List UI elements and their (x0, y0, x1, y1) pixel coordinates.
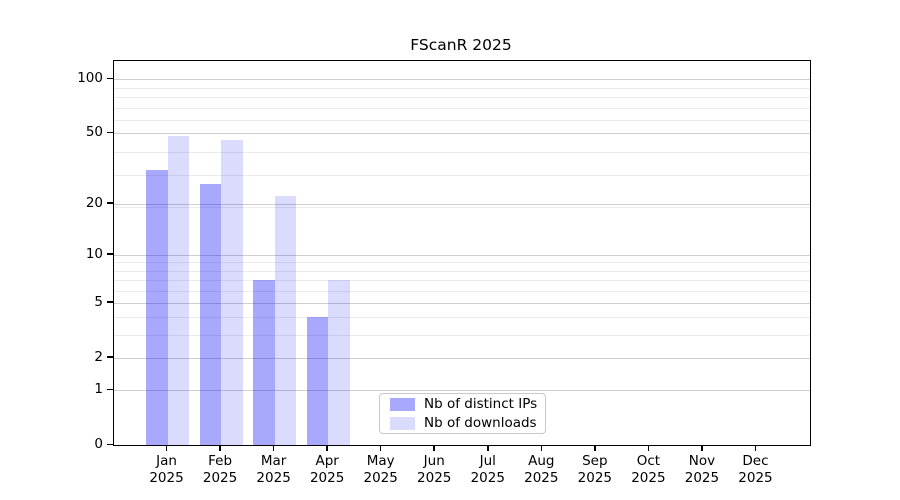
y-gridline-minor (114, 175, 810, 177)
x-tick-mark (165, 445, 168, 451)
x-tick-label: Nov 2025 (684, 453, 720, 486)
y-tick-label: 20 (85, 194, 103, 211)
legend-swatch-downloads (390, 416, 415, 430)
legend: Nb of distinct IPs Nb of downloads (379, 393, 546, 434)
x-tick-label: Dec 2025 (738, 453, 773, 486)
x-tick-mark (433, 445, 435, 451)
x-tick-mark (379, 445, 382, 451)
bar-distinct-ips (306, 317, 329, 445)
y-gridline-minor (114, 317, 810, 319)
y-gridline-major (114, 254, 810, 256)
plot-area: Nb of distinct IPs Nb of downloads (113, 60, 811, 446)
y-gridline-minor (114, 262, 810, 264)
x-tick-mark (272, 445, 275, 451)
x-tick-label: Sep 2025 (577, 453, 613, 486)
y-gridline-minor (114, 152, 810, 154)
x-tick-label: Mar 2025 (256, 453, 291, 486)
y-gridline-minor (114, 270, 810, 272)
y-tick-mark (107, 388, 113, 391)
y-gridline-major (114, 357, 810, 359)
x-tick-mark (487, 445, 489, 451)
x-tick-mark (326, 445, 328, 451)
x-tick-label: Feb 2025 (202, 453, 238, 486)
y-tick-label: 50 (85, 124, 103, 141)
bar-distinct-ips (146, 170, 168, 445)
y-gridline-minor (114, 335, 810, 337)
bar-distinct-ips (199, 183, 222, 445)
x-tick-label: Aug 2025 (524, 453, 559, 486)
legend-swatch-distinct-ips (390, 397, 415, 411)
bar-downloads (221, 139, 243, 445)
x-tick-label: Jan 2025 (149, 453, 184, 486)
x-tick-mark (594, 445, 596, 451)
y-gridline-minor (114, 280, 810, 282)
y-tick-label: 100 (77, 70, 103, 86)
y-gridline-minor (114, 207, 810, 209)
bar-downloads (167, 136, 190, 445)
legend-item-downloads: Nb of downloads (380, 414, 545, 431)
y-gridline-minor (114, 120, 810, 122)
y-tick-mark (107, 77, 113, 79)
x-tick-mark (647, 445, 650, 451)
bar-distinct-ips (253, 280, 275, 445)
x-tick-mark (540, 445, 543, 451)
y-tick-label: 2 (94, 348, 103, 365)
y-gridline-minor (114, 97, 810, 99)
y-tick-mark (107, 253, 113, 255)
y-tick-label: 1 (94, 381, 103, 398)
bar-downloads (328, 280, 350, 445)
x-tick-label: Jul 2025 (470, 453, 505, 486)
y-gridline-major (114, 302, 810, 304)
x-tick-label: May 2025 (363, 453, 398, 486)
y-gridline-major (114, 390, 810, 392)
legend-label-distinct-ips: Nb of distinct IPs (424, 395, 538, 412)
y-gridline-minor (114, 290, 810, 292)
legend-item-distinct-ips: Nb of distinct IPs (380, 395, 545, 412)
y-gridline-major (114, 79, 810, 80)
legend-label-downloads: Nb of downloads (424, 414, 537, 431)
x-tick-label: Oct 2025 (631, 453, 666, 486)
chart-title: FScanR 2025 (410, 36, 512, 54)
y-tick-mark (107, 443, 113, 445)
x-tick-mark (754, 445, 757, 451)
x-tick-mark (219, 445, 221, 451)
y-tick-mark (107, 356, 113, 358)
y-tick-mark (107, 301, 113, 303)
y-tick-label: 0 (94, 436, 103, 452)
y-gridline-major (114, 203, 810, 205)
x-tick-label: Jun 2025 (417, 453, 452, 486)
y-tick-label: 10 (85, 245, 103, 262)
y-tick-mark (107, 202, 113, 204)
x-tick-label: Apr 2025 (309, 453, 345, 486)
y-gridline-minor (114, 108, 810, 110)
y-tick-label: 5 (94, 293, 103, 310)
y-gridline-major (114, 133, 810, 135)
bar-downloads (274, 196, 297, 445)
x-tick-mark (701, 445, 703, 451)
y-gridline-minor (114, 88, 810, 90)
y-tick-mark (107, 131, 113, 134)
